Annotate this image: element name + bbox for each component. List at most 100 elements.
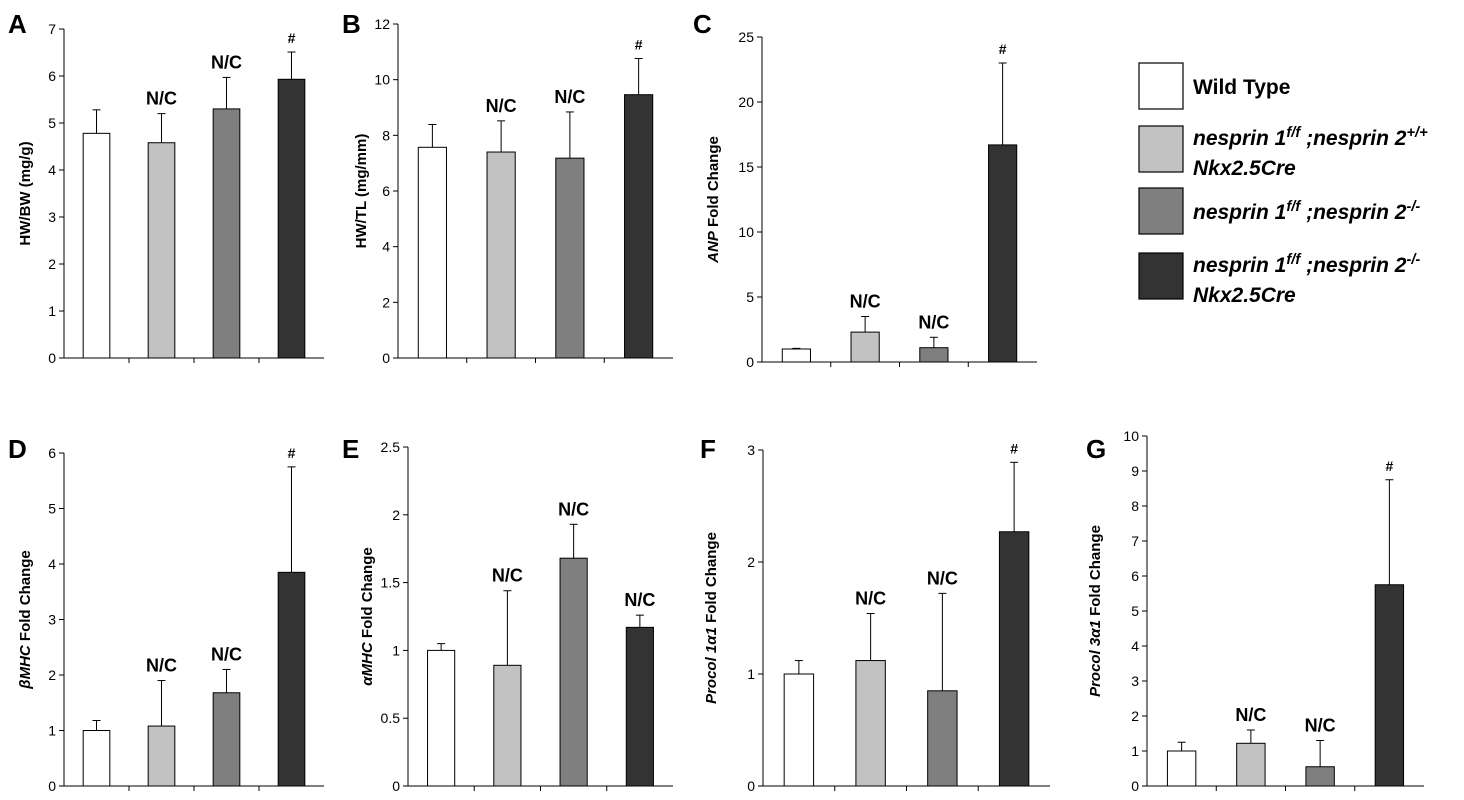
- text-segment: Fold Change: [705, 136, 722, 231]
- y-tick-label: 0: [48, 778, 56, 794]
- y-tick-label: 0: [747, 778, 755, 794]
- y-tick-label: 2: [392, 507, 400, 523]
- chart-panel-g: G 0 1 2 3 4 5 6 7 8 9 10 Procol 3α1 Fold Change N/C N/…: [1086, 428, 1424, 794]
- significance-mark: #: [1385, 458, 1393, 474]
- y-axis-label: ANP Fold Change: [705, 136, 722, 264]
- y-tick-label: 6: [1131, 568, 1139, 584]
- nc-label: N/C: [554, 87, 585, 107]
- y-tick-label: 2: [382, 294, 390, 310]
- significance-mark: #: [635, 37, 643, 53]
- bar: [625, 626, 654, 787]
- y-tick-label: 6: [382, 183, 390, 199]
- y-tick-label: 4: [48, 556, 56, 572]
- y-axis-label: βMHC Fold Change: [17, 550, 34, 689]
- y-tick-label: 3: [48, 209, 56, 225]
- panel-letter: E: [342, 434, 359, 464]
- nc-label: N/C: [146, 89, 177, 109]
- y-tick-label: 25: [738, 29, 754, 45]
- legend-label: Wild Type: [1193, 76, 1290, 99]
- legend-swatch: [1138, 125, 1184, 173]
- bar: [486, 151, 516, 359]
- bar: [427, 649, 456, 787]
- bar: [1166, 750, 1197, 787]
- bar: [783, 673, 815, 787]
- y-tick-label: 4: [382, 239, 390, 255]
- bar: [988, 144, 1018, 363]
- bar: [850, 331, 880, 363]
- nc-label: N/C: [927, 568, 958, 588]
- panel-letter: D: [8, 434, 27, 464]
- y-tick-label: 6: [48, 445, 56, 461]
- bar: [277, 571, 306, 787]
- y-tick-label: 0: [746, 354, 754, 370]
- bar: [82, 730, 111, 787]
- chart-panel-d: D 0 1 2 3 4 5 6 βMHC Fold Change N/C N/C #: [8, 434, 324, 794]
- y-axis-label: HW/BW (mg/g): [17, 141, 34, 245]
- y-tick-label: 2: [48, 256, 56, 272]
- y-tick-label: 12: [374, 16, 390, 32]
- text-segment: Nkx2.5Cre: [1193, 284, 1296, 307]
- text-segment: f/f: [1286, 199, 1302, 215]
- nc-label: N/C: [850, 292, 881, 312]
- bar: [1305, 766, 1335, 787]
- nc-label: N/C: [1235, 705, 1266, 725]
- y-axis-label: Procol 1α1 Fold Change: [703, 532, 720, 704]
- text-segment: βMHC: [17, 644, 34, 690]
- legend-swatch: [1138, 252, 1184, 300]
- text-segment: nesprin 1: [1193, 127, 1286, 150]
- bar: [147, 725, 176, 787]
- chart-panel-b: B 0 2 4 6 8 10 12 HW/TL (mg/mm) N/C N/C #: [342, 9, 673, 366]
- y-tick-label: 10: [1123, 428, 1139, 444]
- y-tick-label: 3: [48, 612, 56, 628]
- legend-label: Nkx2.5Cre: [1193, 284, 1296, 307]
- nc-label: N/C: [146, 656, 177, 676]
- nc-label: N/C: [558, 499, 589, 519]
- bar: [919, 347, 949, 363]
- y-axis-label: αMHC Fold Change: [359, 547, 376, 685]
- y-tick-label: 10: [374, 72, 390, 88]
- text-segment: ;nesprin 2: [1300, 127, 1407, 150]
- significance-mark: #: [288, 30, 296, 46]
- y-tick-label: 0: [392, 778, 400, 794]
- text-segment: ;nesprin 2: [1300, 254, 1407, 277]
- y-tick-label: 4: [1131, 638, 1139, 654]
- nc-label: N/C: [486, 96, 517, 116]
- nc-label: N/C: [855, 589, 886, 609]
- text-segment: nesprin 1: [1193, 254, 1286, 277]
- text-segment: Fold Change: [17, 550, 34, 645]
- bar: [147, 142, 176, 359]
- y-tick-label: 4: [48, 162, 56, 178]
- text-segment: -/-: [1406, 252, 1420, 268]
- y-tick-label: 1: [48, 723, 56, 739]
- significance-mark: #: [1010, 440, 1018, 456]
- bar: [998, 531, 1030, 787]
- text-segment: Nkx2.5Cre: [1193, 157, 1296, 180]
- nc-label: N/C: [918, 312, 949, 332]
- y-tick-label: 6: [48, 68, 56, 84]
- chart-panel-e: E 0 0.5 1 1.5 2 2.5 αMHC Fold Change N/C N/C N/C: [342, 434, 673, 794]
- text-segment: Wild Type: [1193, 76, 1290, 99]
- nc-label: N/C: [211, 644, 242, 664]
- nc-label: N/C: [492, 566, 523, 586]
- bar: [555, 157, 585, 359]
- bar: [82, 132, 111, 359]
- bar: [493, 664, 522, 787]
- y-tick-label: 5: [746, 289, 754, 305]
- legend-label: nesprin 1f/f ;nesprin 2-/-: [1193, 252, 1420, 277]
- bar: [559, 557, 588, 787]
- bar: [624, 94, 654, 359]
- legend-label: Nkx2.5Cre: [1193, 157, 1296, 180]
- y-tick-label: 2: [48, 667, 56, 683]
- panel-letter: F: [700, 434, 716, 464]
- y-tick-label: 10: [738, 224, 754, 240]
- panel-letter: G: [1086, 434, 1106, 464]
- text-segment: Procol 3α1: [1087, 620, 1104, 697]
- y-tick-label: 0.5: [381, 710, 401, 726]
- bar: [855, 660, 886, 787]
- y-tick-label: 15: [738, 159, 754, 175]
- y-tick-label: 20: [738, 94, 754, 110]
- panel-letter: B: [342, 9, 361, 39]
- chart-panel-a: A 0 1 2 3 4 5 6 7 HW/BW (mg/g) N/C N/C #: [8, 9, 324, 366]
- bar: [417, 146, 447, 359]
